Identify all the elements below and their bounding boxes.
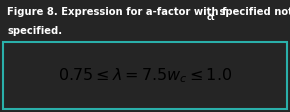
Text: Figure 8. Expression for a-factor with f: Figure 8. Expression for a-factor with f bbox=[7, 7, 227, 17]
Text: specified not: specified not bbox=[216, 7, 290, 17]
Text: $0.75 \leq \lambda = 7.5w_c \leq 1.0$: $0.75 \leq \lambda = 7.5w_c \leq 1.0$ bbox=[58, 65, 232, 84]
Text: ct: ct bbox=[206, 13, 215, 22]
Text: specified.: specified. bbox=[7, 26, 62, 36]
